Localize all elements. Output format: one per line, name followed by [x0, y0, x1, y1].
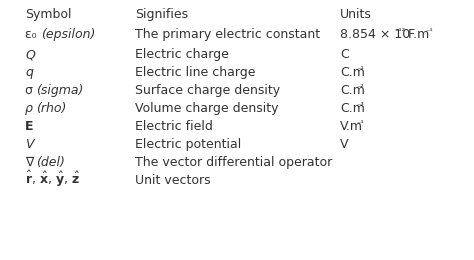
Text: C.m: C.m: [340, 84, 365, 97]
Text: (epsilon): (epsilon): [41, 28, 96, 41]
Text: ⁻¹: ⁻¹: [356, 65, 364, 74]
Text: V: V: [25, 138, 34, 151]
Text: Electric charge: Electric charge: [135, 48, 229, 61]
Text: ⁻¹: ⁻¹: [426, 27, 433, 36]
Text: Electric line charge: Electric line charge: [135, 66, 255, 79]
Text: 8.854 × 10: 8.854 × 10: [340, 28, 410, 41]
Text: Electric potential: Electric potential: [135, 138, 241, 151]
Text: C.m: C.m: [340, 66, 365, 79]
Text: ⁻³: ⁻³: [356, 101, 364, 110]
Text: V: V: [340, 138, 348, 151]
Text: Volume charge density: Volume charge density: [135, 102, 279, 115]
Text: Signifies: Signifies: [135, 8, 188, 21]
Text: Unit vectors: Unit vectors: [135, 174, 210, 187]
Text: The primary electric constant: The primary electric constant: [135, 28, 320, 41]
Text: Symbol: Symbol: [25, 8, 72, 21]
Text: q: q: [25, 66, 33, 79]
Text: σ: σ: [25, 84, 37, 97]
Text: ⁻²: ⁻²: [356, 83, 364, 92]
Text: Units: Units: [340, 8, 372, 21]
Text: ⁻¹²: ⁻¹²: [394, 27, 405, 36]
Text: Q: Q: [25, 48, 35, 61]
Text: E: E: [25, 120, 34, 133]
Text: C.m: C.m: [340, 102, 365, 115]
Text: ρ: ρ: [25, 102, 37, 115]
Text: C: C: [340, 48, 349, 61]
Text: Electric field: Electric field: [135, 120, 213, 133]
Text: Surface charge density: Surface charge density: [135, 84, 280, 97]
Text: $\hat{\mathbf{r}}$, $\hat{\mathbf{x}}$, $\hat{\mathbf{y}}$, $\hat{\mathbf{z}}$: $\hat{\mathbf{r}}$, $\hat{\mathbf{x}}$, …: [25, 169, 80, 189]
Text: (rho): (rho): [36, 102, 66, 115]
Text: (del): (del): [36, 156, 64, 169]
Text: ⁻¹: ⁻¹: [356, 119, 364, 128]
Text: The vector differential operator: The vector differential operator: [135, 156, 332, 169]
Text: ∇: ∇: [25, 156, 37, 169]
Text: (sigma): (sigma): [36, 84, 83, 97]
Text: F.m: F.m: [404, 28, 429, 41]
Text: ε₀: ε₀: [25, 28, 40, 41]
Text: V.m: V.m: [340, 120, 363, 133]
